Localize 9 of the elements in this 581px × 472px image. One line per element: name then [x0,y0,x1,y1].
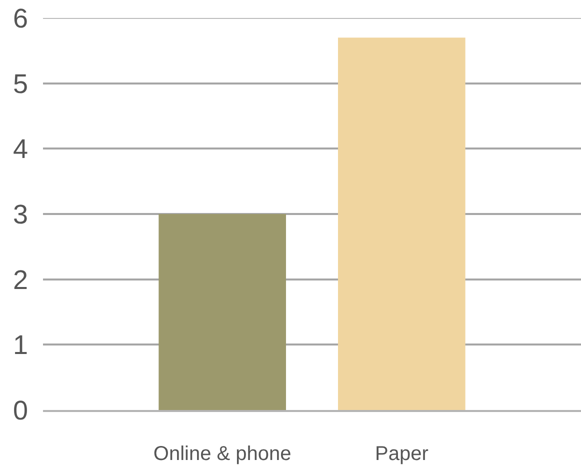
y-tick-label: 0 [12,395,28,426]
x-tick-label: Online & phone [153,442,292,465]
y-tick-label: 1 [12,330,28,360]
y-tick-label: 2 [12,264,28,295]
y-tick-label: 6 [12,3,28,34]
x-tick-label: Paper [374,442,429,465]
y-tick-label: 3 [12,199,28,230]
y-tick-label: 4 [12,134,28,164]
y-tick-label: 5 [12,68,28,99]
